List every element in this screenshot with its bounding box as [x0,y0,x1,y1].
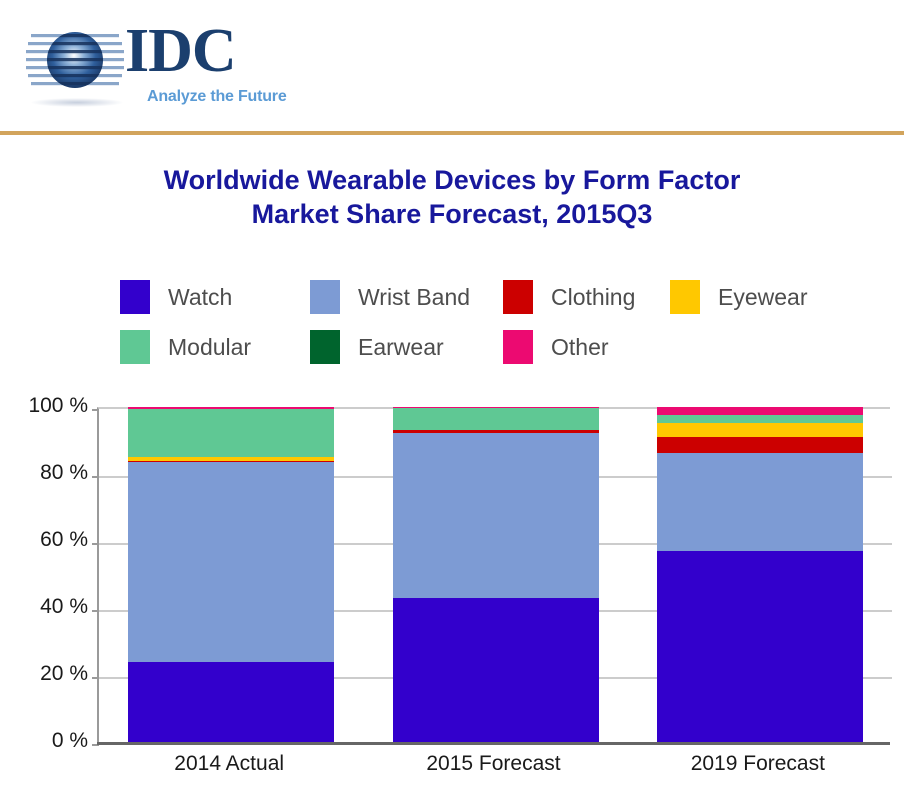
bar-segment-watch[interactable] [656,551,863,742]
x-axis-tick-label: 2014 Actual [174,752,285,775]
legend-label: Eyewear [718,283,808,310]
legend-item-wrist-band[interactable]: Wrist Band [310,280,470,314]
plot-area [92,407,892,746]
bar-segment-other[interactable] [128,407,335,410]
idc-tagline: Analyze the Future [147,88,287,105]
y-axis-tick-label: 0 % [51,729,88,752]
bar-segment-wrist-band[interactable] [128,461,335,662]
legend-swatch-wrist-band [310,280,340,314]
bar-segment-modular[interactable] [392,408,599,430]
page-title-line-2: Market Share Forecast, 2015Q3 [251,199,653,229]
bar-segment-clothing[interactable] [656,437,863,454]
y-axis-tick-label: 80 % [40,461,88,484]
bar-segment-other[interactable] [656,407,863,416]
bar-segment-modular[interactable] [656,415,863,424]
bar-2015-forecast[interactable] [392,407,599,742]
idc-wordmark: IDC [125,17,237,85]
legend-label: Wrist Band [358,283,471,310]
y-axis-tick-label: 100 % [28,394,88,417]
header-divider [0,131,904,135]
logo-shadow [31,98,123,107]
header-band: IDC Analyze the Future [0,0,904,131]
y-axis-tick-label: 40 % [40,595,88,618]
bar-segment-eyewear[interactable] [128,457,335,461]
x-axis-baseline [97,742,890,745]
legend-label: Modular [168,333,252,360]
idc-logo: IDC Analyze the Future [25,17,295,110]
legend-swatch-modular [120,330,150,364]
bar-segment-watch[interactable] [392,597,599,742]
page-title: Worldwide Wearable Devices by Form Facto… [0,163,904,231]
legend-row: Modular Earwear Other [0,322,904,372]
legend-label: Clothing [551,283,636,310]
legend-swatch-other [503,330,533,364]
y-axis-tick-mark [92,610,99,612]
y-axis-tick-mark [92,476,99,478]
legend-item-watch[interactable]: Watch [120,280,232,314]
y-axis-tick-mark [92,543,99,545]
legend-label: Watch [168,283,233,310]
bar-2019-forecast[interactable] [656,407,863,742]
legend-label: Other [551,333,609,360]
legend-swatch-clothing [503,280,533,314]
x-axis-tick-label: 2019 Forecast [690,752,825,775]
bar-segment-modular[interactable] [128,409,335,458]
y-axis-tick-label: 60 % [40,528,88,551]
legend-swatch-eyewear [670,280,700,314]
bar-segment-wrist-band[interactable] [656,453,863,552]
bar-segment-clothing[interactable] [128,460,335,462]
x-axis: 2014 Actual 2015 Forecast 2019 Forecast [97,752,890,792]
legend-swatch-watch [120,280,150,314]
legend-label: Earwear [358,333,444,360]
legend-item-clothing[interactable]: Clothing [503,280,635,314]
x-axis-tick-label: 2015 Forecast [426,752,561,775]
y-axis: 0 % 20 % 40 % 60 % 80 % 100 % [8,0,88,810]
bar-segment-clothing[interactable] [392,430,599,434]
legend-swatch-earwear [310,330,340,364]
bar-segment-eyewear[interactable] [656,423,863,438]
bar-segment-other[interactable] [392,407,599,409]
legend-item-eyewear[interactable]: Eyewear [670,280,807,314]
legend-item-modular[interactable]: Modular [120,330,251,364]
legend-item-earwear[interactable]: Earwear [310,330,444,364]
page-title-line-1: Worldwide Wearable Devices by Form Facto… [163,165,741,195]
y-axis-tick-mark [92,409,99,411]
legend-row: Watch Wrist Band Clothing Eyewear [0,272,904,322]
y-axis-tick-label: 20 % [40,662,88,685]
globe-logo-icon [26,32,124,88]
legend-item-other[interactable]: Other [503,330,609,364]
bar-segment-watch[interactable] [128,661,335,742]
bar-segment-wrist-band[interactable] [392,433,599,598]
bar-2014-actual[interactable] [128,407,335,742]
y-axis-tick-mark [92,744,99,746]
header-divider-spacer [0,135,904,147]
y-axis-tick-mark [92,677,99,679]
chart-legend: Watch Wrist Band Clothing Eyewear Modular Ear… [0,272,904,372]
